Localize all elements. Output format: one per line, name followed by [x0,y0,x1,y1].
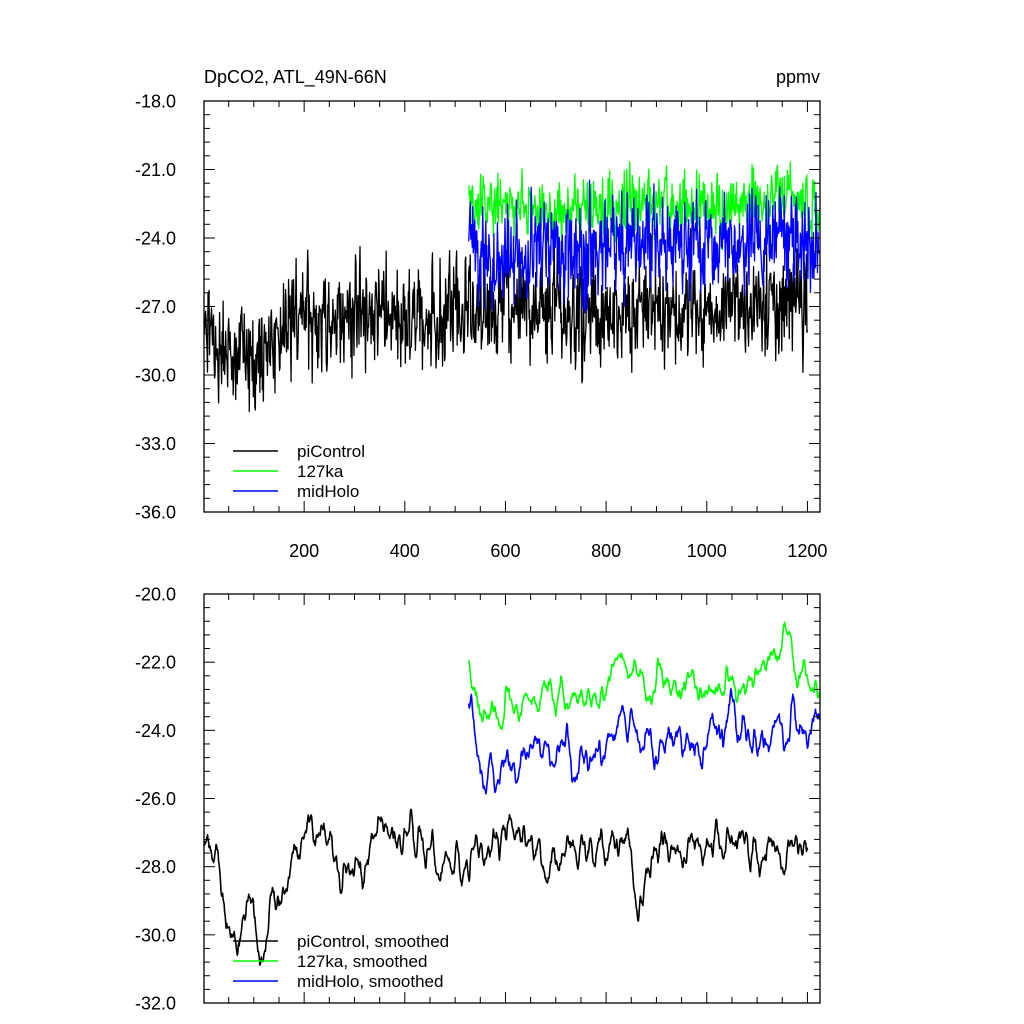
bottom-y-axis: -32.0 -30.0 -28.0 -26.0 -24.0 -22.0 -20.0 [135,585,820,1014]
bottom-legend-label-127ka-smoothed: 127ka, smoothed [297,952,427,971]
bottom-series-line-midholo-smoothed [467,688,821,795]
top-y-tick-label: -18.0 [135,92,176,112]
bottom-panel: -32.0 -30.0 -28.0 -26.0 -24.0 -22.0 -20.0 piCo… [135,585,821,1014]
bottom-x-axis [228,594,808,1003]
panel-title: DpCO2, ATL_49N-66N [204,67,387,88]
top-y-tick-label: -27.0 [135,297,176,317]
top-x-tick-label: 400 [390,541,420,561]
top-y-tick-label: -24.0 [135,229,176,249]
top-series-line-127ka [468,161,821,251]
top-legend-label-midholo: midHolo [297,482,359,501]
bottom-y-tick-label: -20.0 [135,585,176,605]
bottom-y-tick-label: -30.0 [135,925,176,945]
top-x-tick-label: 1200 [787,541,827,561]
top-plot-series [203,161,821,413]
top-y-tick-label: -36.0 [135,503,176,523]
bottom-y-tick-label: -26.0 [135,789,176,809]
bottom-y-tick-label: -22.0 [135,653,176,673]
top-x-tick-label: 800 [591,541,621,561]
top-y-tick-label: -33.0 [135,434,176,454]
top-legend-label-picontrol: piControl [297,442,365,461]
top-y-axis: -36.0 -33.0 -30.0 -27.0 -24.0 -21.0 -18.0 [135,92,820,523]
top-x-tick-label: 600 [490,541,520,561]
top-y-tick-label: -30.0 [135,366,176,386]
top-x-tick-label: 200 [289,541,319,561]
top-series-line-midholo [468,179,821,314]
bottom-legend-label-midholo-smoothed: midHolo, smoothed [297,972,443,991]
bottom-series-line-picontrol-smoothed [203,808,809,966]
bottom-y-tick-label: -24.0 [135,721,176,741]
top-panel: -36.0 -33.0 -30.0 -27.0 -24.0 -21.0 -18.0 200 4… [135,92,827,562]
top-x-axis: 200 400 600 800 1000 1200 [228,101,827,561]
units-label: ppmv [776,67,820,87]
bottom-plot-series [203,621,821,966]
bottom-legend-label-picontrol-smoothed: piControl, smoothed [297,932,449,951]
top-y-tick-label: -21.0 [135,160,176,180]
bottom-y-tick-label: -32.0 [135,994,176,1014]
bottom-y-tick-label: -28.0 [135,857,176,877]
top-legend-label-127ka: 127ka [297,462,344,481]
top-x-tick-label: 1000 [687,541,727,561]
bottom-series-line-127ka-smoothed [467,621,821,731]
